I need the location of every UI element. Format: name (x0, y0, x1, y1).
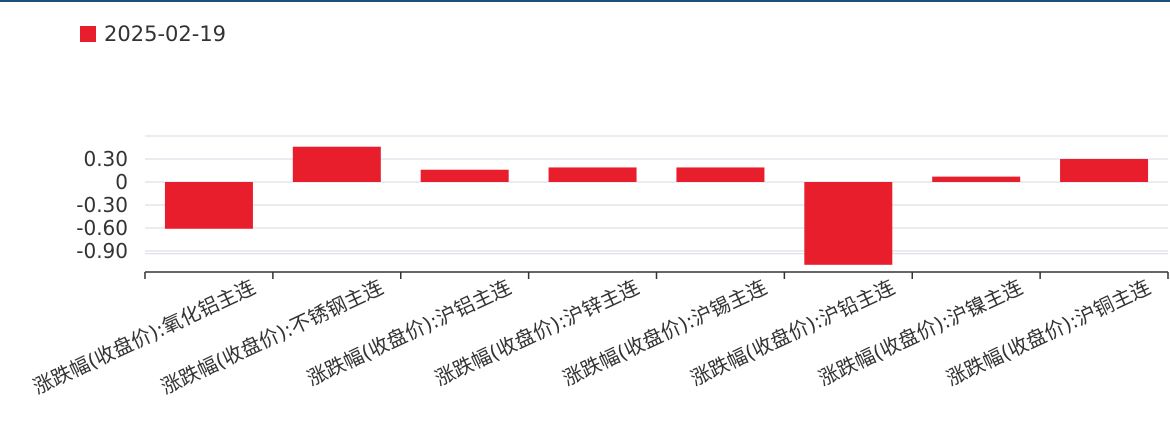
x-category-label: 涨跌幅(收盘价):氧化铝主连 (29, 275, 259, 399)
y-tick-label: -0.60 (76, 216, 128, 240)
x-category-label: 涨跌幅(收盘价):不锈钢主连 (157, 275, 387, 399)
x-category-label: 涨跌幅(收盘价):沪铜主连 (942, 275, 1154, 391)
x-category-label: 涨跌幅(收盘价):沪铝主连 (303, 275, 515, 391)
top-rule (0, 0, 1170, 2)
bar-3 (420, 169, 509, 182)
y-tick-label: -0.90 (76, 239, 128, 263)
bar-layer (164, 146, 1149, 265)
x-category-label: 涨跌幅(收盘价):沪锌主连 (431, 275, 643, 391)
bar-7 (932, 176, 1021, 182)
bar-2 (292, 146, 381, 182)
x-category-label: 涨跌幅(收盘价):沪镍主连 (815, 275, 1027, 391)
x-category-label: 涨跌幅(收盘价):沪锡主连 (559, 275, 771, 391)
y-tick-label: 0 (115, 170, 128, 194)
bar-8 (1060, 158, 1149, 182)
legend-label: 2025-02-19 (104, 22, 227, 46)
axis-layer (144, 271, 1169, 279)
bar-5 (676, 167, 765, 182)
y-tick-label: 0.30 (83, 147, 128, 171)
bar-4 (548, 167, 637, 182)
legend-swatch (80, 26, 96, 42)
bar-6 (804, 182, 893, 265)
bar-1 (164, 182, 253, 229)
legend[interactable]: 2025-02-19 (80, 22, 226, 46)
x-category-label: 涨跌幅(收盘价):沪铅主连 (687, 275, 899, 391)
y-tick-label: -0.30 (76, 193, 128, 217)
